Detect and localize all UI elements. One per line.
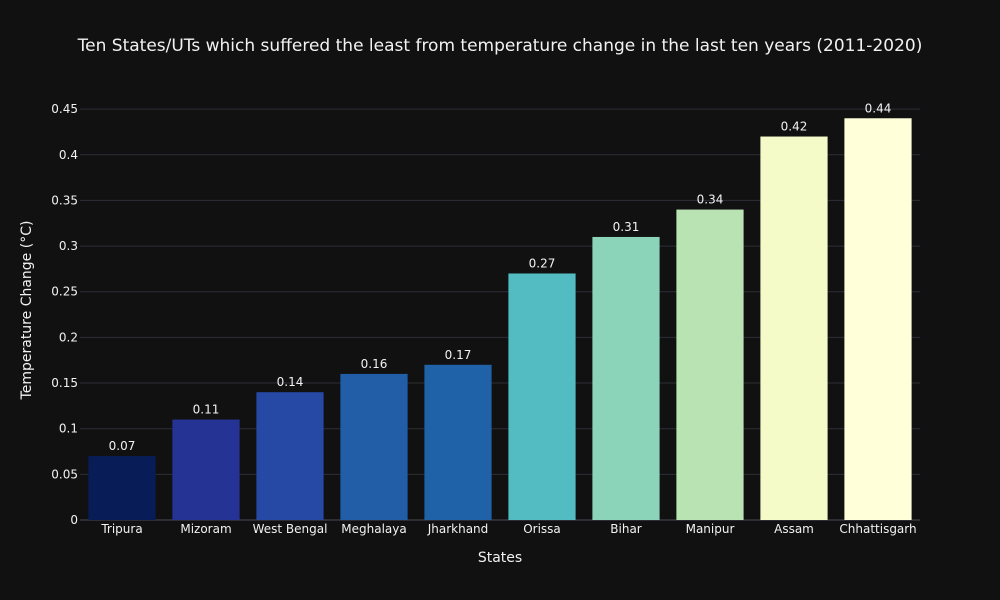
data-label: 0.11 [193, 403, 220, 417]
y-tick-label: 0.1 [59, 422, 78, 436]
y-tick-label: 0.3 [59, 239, 78, 253]
x-tick-label: Mizoram [180, 522, 231, 536]
data-label: 0.14 [277, 375, 304, 389]
data-label: 0.07 [109, 439, 136, 453]
data-label: 0.34 [697, 193, 724, 207]
data-label: 0.31 [613, 220, 640, 234]
bar [676, 209, 744, 520]
x-tick-label: Manipur [686, 522, 735, 536]
y-tick-label: 0 [70, 513, 78, 527]
bar [508, 273, 576, 520]
data-label: 0.42 [781, 120, 808, 134]
bars [88, 118, 912, 521]
y-axis-title: Temperature Change (°C) [19, 221, 35, 401]
y-tick-label: 0.2 [59, 330, 78, 344]
bar [760, 136, 828, 521]
y-tick-label: 0.05 [51, 467, 78, 481]
y-tick-label: 0.35 [51, 193, 78, 207]
y-tick-label: 0.15 [51, 376, 78, 390]
bar [256, 392, 324, 520]
x-tick-label: Bihar [610, 522, 642, 536]
x-tick-label: Tripura [100, 522, 142, 536]
x-tick-label: Assam [774, 522, 814, 536]
data-label: 0.27 [529, 256, 556, 270]
x-tick-label: Orissa [523, 522, 561, 536]
bar [340, 373, 408, 520]
chart-title: Ten States/UTs which suffered the least … [77, 36, 923, 56]
data-label: 0.17 [445, 348, 472, 362]
bar [172, 419, 240, 520]
data-labels: 0.07 0.11 0.14 0.16 0.17 0.27 0.31 0.34 0.42 0.44 [109, 101, 892, 453]
y-axis-ticks: 0 0.05 0.1 0.15 0.2 0.25 0.3 0.35 0.4 0.45 [51, 102, 78, 527]
x-axis-ticks: Tripura Mizoram West Bengal Meghalaya Jharkh… [100, 522, 916, 536]
bar [88, 456, 156, 520]
bar [592, 236, 660, 520]
data-label: 0.44 [865, 101, 892, 115]
data-label: 0.16 [361, 357, 388, 371]
x-tick-label: West Bengal [253, 522, 328, 536]
y-tick-label: 0.25 [51, 285, 78, 299]
x-tick-label: Chhattisgarh [839, 522, 916, 536]
y-tick-label: 0.45 [51, 102, 78, 116]
bar [424, 364, 492, 520]
x-tick-label: Meghalaya [341, 522, 406, 536]
y-tick-label: 0.4 [59, 148, 78, 162]
x-tick-label: Jharkhand [427, 522, 489, 536]
bar [844, 118, 912, 521]
x-axis-title: States [478, 550, 522, 566]
